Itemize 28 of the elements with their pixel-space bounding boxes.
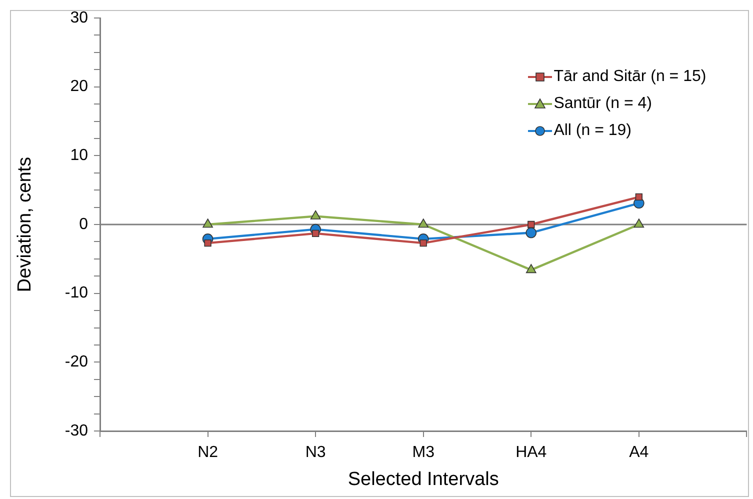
x-tick-label: A4 [629, 444, 649, 462]
legend-label: All (n = 19) [554, 122, 632, 140]
point [204, 240, 212, 247]
point [310, 210, 321, 220]
x-tick-label: M3 [412, 444, 435, 462]
point [635, 193, 642, 201]
x-tick-label: N2 [198, 444, 218, 462]
point [526, 227, 537, 238]
point [526, 264, 536, 274]
y-tick-label: -20 [64, 354, 88, 371]
legend-label: Santūr (n = 4) [554, 94, 652, 112]
x-tick-label: HA4 [516, 444, 547, 462]
x-tick-label: N3 [305, 444, 326, 462]
y-tick-label: 30 [70, 9, 88, 26]
point [418, 218, 429, 228]
point [528, 220, 535, 228]
x-axis-title: Selected Intervals [348, 468, 499, 490]
point [420, 240, 427, 247]
point [202, 218, 213, 228]
point [312, 230, 320, 238]
y-tick-label: 10 [70, 147, 88, 164]
y-axis-title: Deviation, cents [14, 156, 36, 292]
legend-label: Tār and Sitār (n = 15) [554, 68, 706, 86]
y-tick-label: -10 [64, 284, 88, 302]
y-tick-label: 0 [79, 216, 88, 233]
y-tick-label: -30 [64, 422, 88, 440]
y-tick-label: 20 [70, 78, 88, 96]
point [634, 218, 644, 228]
